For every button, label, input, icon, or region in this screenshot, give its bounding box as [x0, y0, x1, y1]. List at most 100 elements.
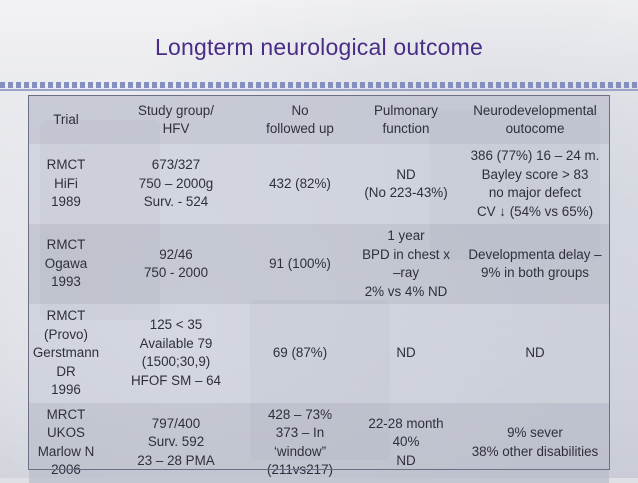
cell-line: Developmenta delay – — [468, 246, 602, 262]
cell-line: No — [291, 102, 309, 118]
background-shape — [430, 110, 600, 260]
cell-pulmonary-function: ND (No 223-43%) — [351, 144, 461, 224]
cell-line: HiFi — [54, 175, 78, 191]
cell-line: Ogawa — [44, 255, 88, 271]
cell-line: (No 223-43%) — [364, 185, 448, 200]
cell-trial: RMCT (Provo) Gerstmann DR 1996 — [29, 304, 103, 403]
table-header-row: Trial Study group/HFV No followed up Pulm… — [29, 96, 609, 144]
cell-line: HFOF SM – 64 — [130, 372, 222, 388]
cell-line: 22-28 month — [368, 415, 444, 431]
cell-trial: MRCT UKOS Marlow N 2006 — [29, 403, 103, 483]
cell-line: 428 – 73% — [267, 406, 333, 422]
cell-line: –ray — [392, 265, 420, 280]
cell-line: ND — [396, 345, 416, 360]
cell-line: 125 < 35 — [149, 317, 203, 333]
cell-line: 92/46 — [159, 246, 193, 262]
table-row: RMCT (Provo) Gerstmann DR 1996 125 < 35 Avail… — [29, 304, 609, 403]
cell-line: Gerstmann — [32, 345, 100, 360]
cell-study-group: 92/46 750 - 2000 — [103, 224, 249, 304]
cell-line: 386 (77%) 16 – 24 m. — [470, 148, 600, 163]
cell-line: RMCT — [46, 157, 86, 173]
cell-line: 1996 — [51, 382, 81, 397]
table-row: MRCT UKOS Marlow N 2006 797/400 Surv. 592 23 … — [29, 402, 609, 483]
cell-neurodevelopmental-outcome: 9% sever 38% other disabilities — [461, 403, 609, 483]
cell-line: RMCT — [46, 308, 86, 323]
cell-line: 750 – 2000g — [138, 175, 214, 191]
cell-followed-up: 91 (100%) — [249, 224, 351, 304]
cell-line: HFV — [162, 121, 190, 136]
cell-line: MRCT — [46, 406, 86, 422]
cell-line: outocome — [505, 121, 565, 136]
cell-line: 673/327 — [151, 157, 201, 173]
cell-pulmonary-function: ND — [351, 304, 461, 403]
header-followed-up: No followed up — [249, 96, 351, 144]
cell-line: Surv. - 524 — [143, 194, 209, 210]
cell-line: 432 (82%) — [269, 175, 331, 191]
cell-neurodevelopmental-outcome: 386 (77%) 16 – 24 m. Bayley score > 83 no … — [461, 144, 609, 224]
cell-trial: RMCT HiFi 1989 — [29, 144, 103, 224]
cell-line: 373 – In — [275, 425, 325, 440]
cell-line: Study group/ — [138, 102, 214, 118]
cell-line: 1 year — [387, 228, 425, 243]
cell-line: CV ↓ (54% vs 65%) — [476, 203, 594, 219]
header-trial: Trial — [29, 96, 103, 144]
table-row: RMCT Ogawa 1993 92/46 750 - 2000 91 (100%) … — [29, 224, 609, 304]
cell-line: (Provo) — [44, 326, 88, 342]
cell-line: Neurodevelopmental — [473, 102, 597, 118]
cell-line: BPD in chest x — [362, 246, 450, 262]
cell-line: 91 (100%) — [269, 255, 331, 271]
cell-line: UKOS — [47, 425, 85, 440]
outcome-table: Trial Study group/HFV No followed up Pulm… — [29, 96, 609, 483]
cell-line: 9% sever — [507, 425, 563, 440]
cell-followed-up: 428 – 73% 373 – In ‘window” (211vs217) — [249, 403, 351, 483]
cell-line: (1500;30,9) — [141, 354, 211, 370]
cell-pulmonary-function: 22-28 month 40% ND — [351, 403, 461, 483]
cell-line: 1993 — [51, 274, 81, 290]
slide-title: Longterm neurological outcome — [155, 34, 483, 60]
cell-line: DR — [56, 363, 76, 379]
background-shape — [40, 120, 160, 320]
cell-study-group: 673/327 750 – 2000g Surv. - 524 — [103, 144, 249, 224]
cell-followed-up: 69 (87%) — [249, 304, 351, 403]
cell-line: 38% other disabilities — [471, 443, 599, 459]
cell-line: 1989 — [51, 194, 81, 210]
cell-line: Marlow N — [37, 443, 95, 459]
cell-line: Available 79 — [139, 335, 213, 351]
cell-line: no major defect — [488, 185, 582, 200]
cell-line: followed up — [266, 121, 334, 136]
cell-line: ND — [525, 345, 545, 360]
cell-study-group: 125 < 35 Available 79 (1500;30,9) HFOF SM –… — [103, 304, 249, 403]
cell-line: (211vs217) — [267, 462, 333, 477]
cell-line: Bayley score > 83 — [481, 166, 589, 182]
cell-line: 9% in both groups — [481, 265, 589, 280]
cell-followed-up: 432 (82%) — [249, 144, 351, 224]
cell-neurodevelopmental-outcome: ND — [461, 304, 609, 403]
cell-line: 750 - 2000 — [143, 265, 209, 280]
cell-neurodevelopmental-outcome: Developmenta delay – 9% in both groups — [461, 224, 609, 304]
cell-line: 797/400 — [151, 415, 201, 431]
cell-line: ND — [396, 166, 416, 182]
cell-line: RMCT — [46, 237, 86, 253]
table-row: RMCT HiFi 1989 673/327 750 – 2000g Surv. - 5… — [29, 144, 609, 224]
cell-line: ‘window” — [273, 443, 327, 459]
cell-line: 23 – 28 PMA — [137, 452, 215, 468]
cell-line: ND — [396, 452, 416, 468]
cell-line: Pulmonary — [373, 102, 438, 118]
header-study-group: Study group/HFV — [103, 96, 249, 144]
cell-line: 40% — [392, 434, 420, 450]
header-neurodevelopmental-outcome: Neurodevelopmental outocome — [461, 96, 609, 144]
cell-line: 2006 — [51, 462, 81, 477]
cell-pulmonary-function: 1 year BPD in chest x –ray 2% vs 4% ND — [351, 224, 461, 304]
cell-study-group: 797/400 Surv. 592 23 – 28 PMA — [103, 403, 249, 483]
cell-line: Surv. 592 — [147, 434, 205, 450]
background-shape — [250, 300, 390, 460]
title-divider-line — [0, 89, 638, 91]
title-divider — [0, 82, 638, 88]
header-pulmonary-function: Pulmonary function — [351, 96, 461, 144]
cell-trial: RMCT Ogawa 1993 — [29, 224, 103, 304]
cell-line: Trial — [53, 111, 79, 127]
cell-line: 69 (87%) — [272, 345, 328, 360]
cell-line: 2% vs 4% ND — [364, 283, 448, 299]
cell-line: function — [382, 121, 430, 136]
